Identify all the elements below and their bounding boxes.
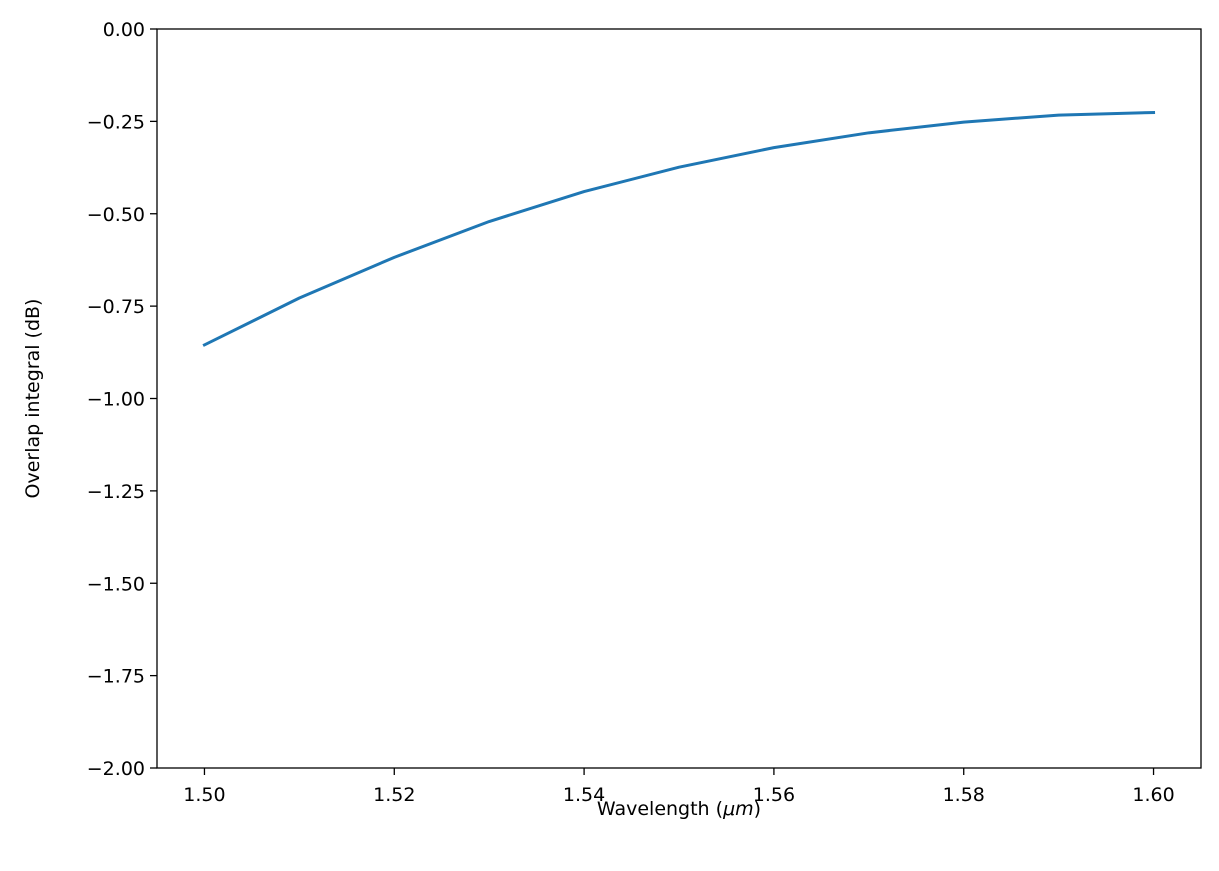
x-tick-label: 1.52 [373,784,415,806]
x-tick-label: 1.56 [753,784,795,806]
series-layer [202,110,1156,347]
y-tick-label: 0.00 [103,19,145,41]
y-tick-label: −2.00 [87,758,145,780]
x-axis-label: Wavelength (μm) [597,798,761,820]
y-tick-label: −1.25 [87,481,145,503]
x-tick-label: 1.50 [183,784,225,806]
y-tick-label: −1.00 [87,389,145,411]
x-axis: 1.50 1.52 1.54 1.56 1.58 1.60 [183,768,1175,806]
y-axis-label: Overlap integral (dB) [22,299,44,499]
series-line [202,110,1156,347]
y-tick-label: −0.50 [87,204,145,226]
y-tick-label: −1.50 [87,573,145,595]
x-tick-label: 1.60 [1132,784,1174,806]
y-tick-label: −0.25 [87,111,145,133]
y-axis: 0.00 −0.25 −0.50 −0.75 −1.00 −1.25 −1.50 −1.75 −… [87,19,157,780]
y-tick-label: −1.75 [87,666,145,688]
x-tick-label: 1.58 [943,784,985,806]
x-tick-label: 1.54 [563,784,605,806]
y-tick-label: −0.75 [87,296,145,318]
plot-background [157,29,1201,768]
